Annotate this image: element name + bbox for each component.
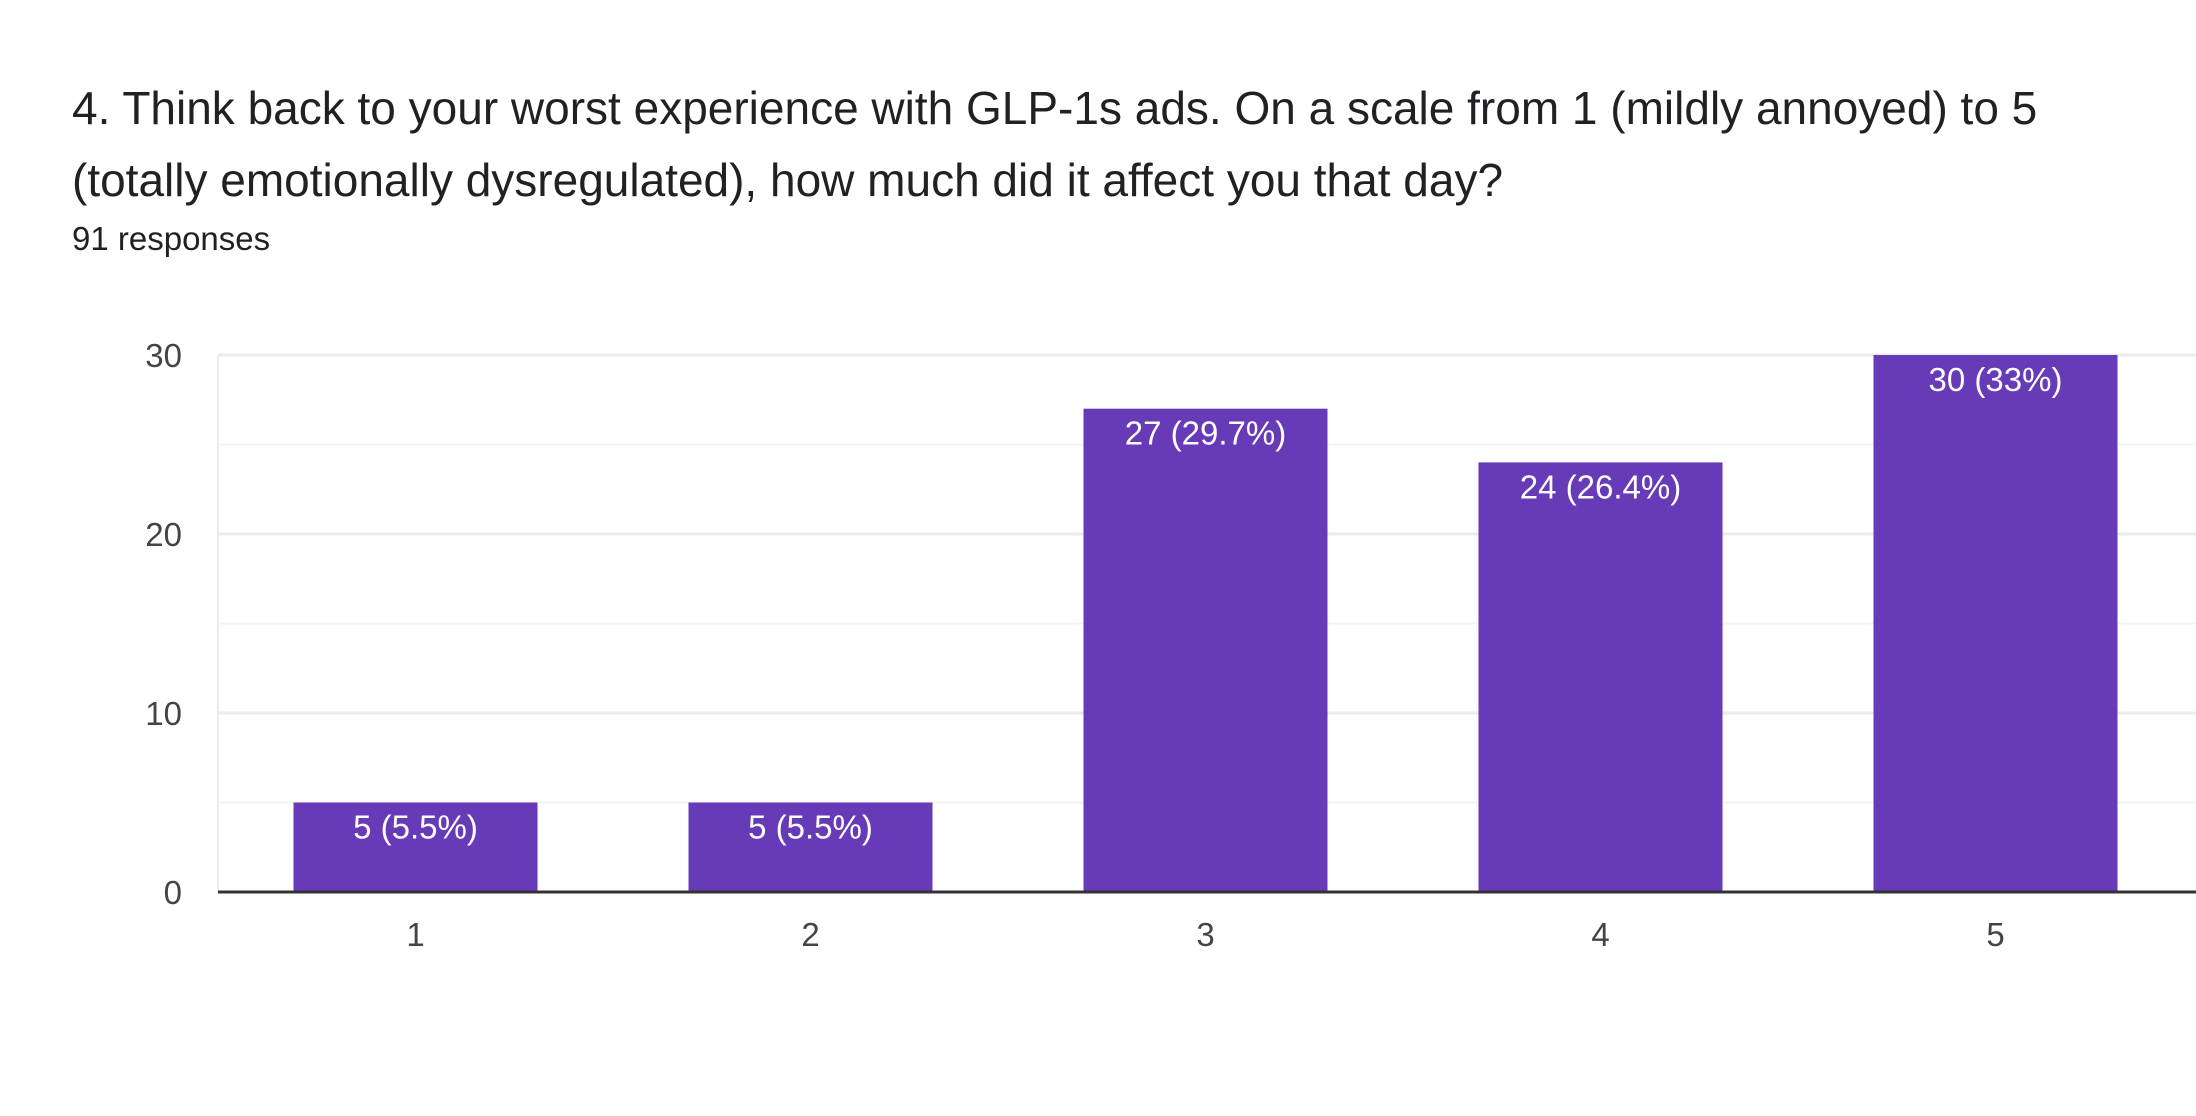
y-tick-label: 20: [145, 516, 182, 553]
bar-data-label: 5 (5.5%): [748, 809, 873, 846]
bar-data-label: 24 (26.4%): [1520, 468, 1681, 505]
bar: [293, 802, 538, 892]
bar-data-label: 27 (29.7%): [1125, 415, 1286, 452]
axes: 0 10 20 30 1 2 3 4 5: [145, 337, 2196, 953]
x-tick-label: 5: [1986, 916, 2004, 953]
bar: [1083, 408, 1328, 892]
bar: [1873, 355, 2118, 892]
y-tick-label: 10: [145, 695, 182, 732]
response-count: 91 responses: [72, 220, 271, 257]
bar: [688, 802, 933, 892]
x-tick-label: 1: [406, 916, 424, 953]
y-tick-label: 0: [164, 874, 182, 911]
y-tick-label: 30: [145, 337, 182, 374]
x-tick-label: 2: [801, 916, 819, 953]
bar-data-label: 30 (33%): [1929, 361, 2063, 398]
bar: [1478, 462, 1723, 892]
data-labels: 5 (5.5%) 5 (5.5%) 27 (29.7%) 24 (26.4%) 30 (…: [353, 361, 2062, 846]
x-tick-label: 3: [1196, 916, 1214, 953]
bars: [293, 355, 2118, 892]
question-title: 4. Think back to your worst experience w…: [72, 82, 2038, 206]
x-tick-label: 4: [1591, 916, 1609, 953]
bar-data-label: 5 (5.5%): [353, 809, 478, 846]
